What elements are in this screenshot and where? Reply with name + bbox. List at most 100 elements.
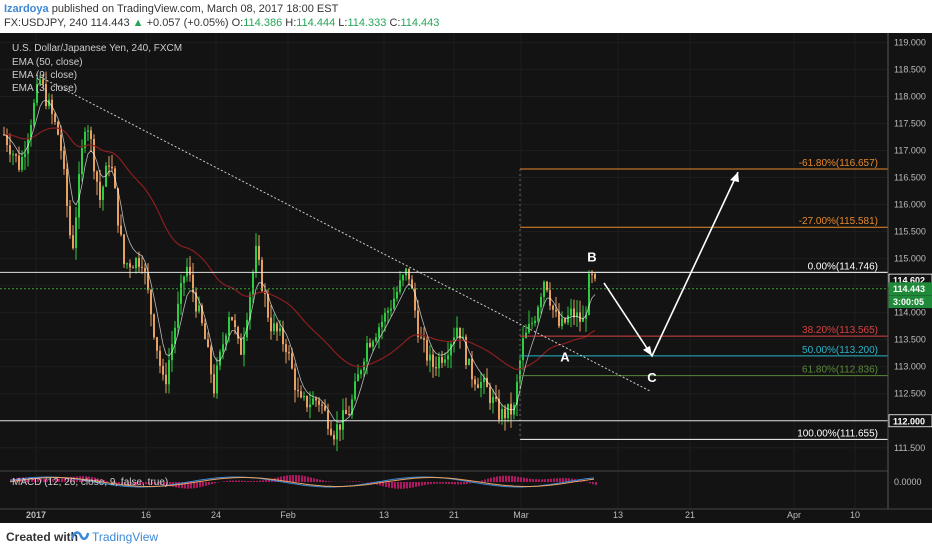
macd-bar: [352, 481, 354, 482]
candle-body: [21, 156, 23, 170]
macd-bar: [130, 482, 132, 486]
macd-bar: [349, 481, 351, 482]
macd-bar: [64, 477, 66, 482]
macd-bar: [190, 482, 192, 489]
macd-bar: [154, 482, 156, 485]
candle-body: [561, 318, 563, 327]
candle-body: [504, 408, 506, 419]
candle-body: [525, 332, 527, 339]
symbol: FX:USDJPY, 240: [4, 17, 88, 29]
macd-bar: [508, 475, 510, 482]
candle-body: [546, 281, 548, 291]
candle-body: [594, 274, 596, 279]
candle-body: [42, 79, 44, 84]
candle-body: [351, 399, 353, 415]
candle-body: [537, 307, 539, 321]
macd-bar: [511, 476, 513, 482]
macd-bar: [490, 477, 492, 482]
descending-trendline: [35, 74, 651, 392]
candle-body: [420, 337, 422, 339]
price-tag-label: 114.602: [893, 276, 925, 286]
macd-bar: [568, 478, 570, 482]
candle-body: [459, 327, 461, 339]
macd-bar: [493, 477, 495, 482]
candle-body: [492, 396, 494, 404]
macd-bar: [358, 481, 360, 482]
candle-body: [141, 266, 143, 268]
macd-bar: [211, 482, 213, 485]
x-tick-label: 2017: [26, 510, 46, 520]
candle-body: [393, 298, 395, 309]
candle-body: [150, 289, 152, 315]
wave-label-c: C: [647, 370, 657, 385]
macd-bar: [547, 479, 549, 482]
candle-body: [285, 344, 287, 353]
legend-title: U.S. Dollar/Japanese Yen, 240, FXCM: [12, 43, 182, 54]
candle-body: [507, 403, 509, 419]
price-chart[interactable]: -61.80%(116.657) -27.00%(115.581) 0.00%(11…: [0, 33, 932, 523]
macd-bar: [448, 482, 450, 484]
ema-lines: [3, 99, 596, 423]
candle-body: [9, 145, 11, 155]
candle-body: [552, 305, 554, 310]
high-label: H:: [285, 17, 297, 29]
candle-body: [78, 174, 80, 218]
candle-body: [336, 424, 338, 440]
macd-bar: [451, 482, 453, 485]
chart-area[interactable]: -61.80%(116.657) -27.00%(115.581) 0.00%(11…: [0, 33, 932, 523]
candle-body: [456, 327, 458, 338]
ohlc-line: FX:USDJPY, 240 114.443 ▲ +0.057 (+0.05%)…: [4, 17, 439, 29]
macd-bar: [559, 478, 561, 482]
fib-label: 61.80%(112.836): [802, 365, 878, 376]
candle-body: [516, 381, 518, 406]
candle-body: [288, 352, 290, 354]
candle-body: [240, 338, 242, 355]
legend-ema-9: EMA (9, close): [12, 70, 77, 81]
y-tick-label: 119.000: [894, 37, 926, 47]
macd-bar: [523, 477, 525, 482]
chart-header: Izardoya published on TradingView.com, M…: [0, 0, 932, 32]
macd-bar: [256, 480, 258, 482]
macd-bar: [100, 479, 102, 482]
macd-bar: [238, 480, 240, 482]
macd-bar: [553, 478, 555, 482]
candle-body: [402, 275, 404, 281]
macd-bar: [388, 482, 390, 488]
macd-bar: [229, 480, 231, 482]
macd-bar: [127, 482, 129, 486]
macd-bar: [49, 479, 51, 482]
macd-bar: [325, 480, 327, 482]
arrow-head-c-icon: [643, 345, 652, 356]
candle-body: [498, 398, 500, 420]
macd-bar: [139, 482, 141, 485]
macd-bar: [589, 482, 591, 484]
candle-body: [360, 370, 362, 375]
candle-body: [276, 323, 278, 332]
candle-body: [387, 310, 389, 313]
fib-label: -27.00%(115.581): [799, 216, 878, 227]
macd-bar: [514, 476, 516, 482]
y-tick-label: 117.000: [894, 146, 926, 156]
fib-label: 100.00%(111.655): [797, 428, 878, 439]
macd-bar: [286, 475, 288, 482]
macd-bar: [571, 478, 573, 482]
candle-body: [447, 355, 449, 360]
tradingview-brand[interactable]: TradingView: [92, 530, 159, 544]
candle-body: [294, 368, 296, 391]
macd-bar: [403, 482, 405, 489]
candle-body: [477, 384, 479, 388]
change-value: +0.057 (+0.05%): [146, 17, 229, 29]
candle-body: [30, 125, 32, 140]
author-name[interactable]: Izardoya: [4, 3, 49, 15]
macd-bar: [244, 480, 246, 482]
candle-body: [291, 353, 293, 369]
macd-bar: [304, 476, 306, 482]
candle-body: [573, 308, 575, 318]
open-value: 114.386: [243, 17, 283, 29]
macd-bar: [421, 482, 423, 486]
candle-body: [132, 267, 134, 269]
macd-bar: [70, 477, 72, 482]
macd-bar: [520, 477, 522, 482]
candle-body: [543, 281, 545, 297]
high-value: 114.444: [296, 17, 336, 29]
